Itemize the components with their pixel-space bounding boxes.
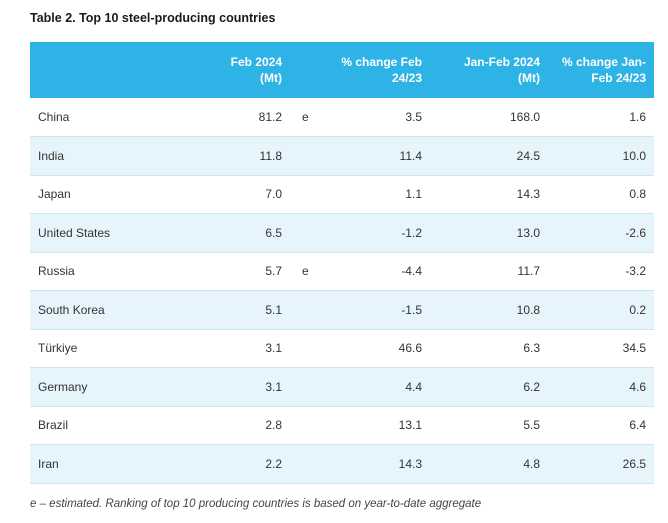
cell-change-jan-feb: 10.0 (548, 136, 654, 176)
table-footnote: e – estimated. Ranking of top 10 produci… (30, 498, 482, 510)
table-row: Japan 7.0 1.1 14.3 0.8 (30, 175, 654, 214)
table-title: Table 2. Top 10 steel-producing countrie… (30, 11, 276, 25)
cell-change-jan-feb: 0.2 (548, 290, 654, 330)
cell-jan-feb: 6.3 (430, 329, 548, 368)
cell-country: China (30, 98, 180, 137)
cell-feb: 81.2 (180, 98, 290, 137)
cell-flag (290, 406, 330, 445)
cell-jan-feb: 6.2 (430, 367, 548, 407)
cell-feb: 2.2 (180, 444, 290, 484)
header-change-feb: % change Feb 24/23 (330, 42, 430, 98)
cell-change-feb: 4.4 (330, 367, 430, 407)
table-row: India 11.8 11.4 24.5 10.0 (30, 136, 654, 176)
cell-change-feb: -4.4 (330, 252, 430, 291)
cell-change-jan-feb: 4.6 (548, 367, 654, 407)
cell-feb: 3.1 (180, 329, 290, 368)
cell-change-feb: 11.4 (330, 136, 430, 176)
cell-change-jan-feb: 6.4 (548, 406, 654, 445)
cell-country: Russia (30, 252, 180, 291)
cell-country: South Korea (30, 290, 180, 330)
table-row: China 81.2 e 3.5 168.0 1.6 (30, 98, 654, 137)
cell-jan-feb: 14.3 (430, 175, 548, 214)
header-chg-line1: % change Feb (341, 55, 422, 69)
cell-jan-feb: 13.0 (430, 213, 548, 253)
cell-flag: e (290, 98, 330, 137)
cell-feb: 3.1 (180, 367, 290, 407)
cell-change-jan-feb: 34.5 (548, 329, 654, 368)
cell-jan-feb: 24.5 (430, 136, 548, 176)
cell-jan-feb: 11.7 (430, 252, 548, 291)
header-feb-line2: (Mt) (260, 71, 282, 85)
cell-change-feb: 46.6 (330, 329, 430, 368)
cell-country: Germany (30, 367, 180, 407)
cell-country: India (30, 136, 180, 176)
table-row: Iran 2.2 14.3 4.8 26.5 (30, 444, 654, 484)
cell-country: Türkiye (30, 329, 180, 368)
cell-country: Japan (30, 175, 180, 214)
cell-jan-feb: 5.5 (430, 406, 548, 445)
cell-feb: 5.1 (180, 290, 290, 330)
header-country (30, 42, 180, 98)
header-chg2-line2: Feb 24/23 (591, 71, 646, 85)
cell-jan-feb: 10.8 (430, 290, 548, 330)
cell-flag (290, 175, 330, 214)
cell-change-jan-feb: -2.6 (548, 213, 654, 253)
header-feb-line1: Feb 2024 (230, 55, 282, 69)
table-row: Russia 5.7 e -4.4 11.7 -3.2 (30, 252, 654, 291)
cell-change-feb: -1.5 (330, 290, 430, 330)
cell-feb: 6.5 (180, 213, 290, 253)
cell-change-jan-feb: 1.6 (548, 98, 654, 137)
header-chg-line2: 24/23 (391, 71, 422, 85)
cell-change-feb: 1.1 (330, 175, 430, 214)
table-row: Germany 3.1 4.4 6.2 4.6 (30, 367, 654, 407)
header-jan-line2: (Mt) (518, 71, 540, 85)
cell-change-feb: 13.1 (330, 406, 430, 445)
cell-feb: 7.0 (180, 175, 290, 214)
cell-change-jan-feb: 0.8 (548, 175, 654, 214)
cell-change-feb: 14.3 (330, 444, 430, 484)
header-chg2-line1: % change Jan- (561, 55, 646, 69)
cell-jan-feb: 4.8 (430, 444, 548, 484)
cell-country: Brazil (30, 406, 180, 445)
header-flag (290, 42, 330, 98)
cell-change-feb: 3.5 (330, 98, 430, 137)
header-feb-2024: Feb 2024 (Mt) (180, 42, 290, 98)
cell-change-jan-feb: 26.5 (548, 444, 654, 484)
cell-flag (290, 136, 330, 176)
table-row: United States 6.5 -1.2 13.0 -2.6 (30, 213, 654, 253)
cell-flag (290, 329, 330, 368)
cell-change-jan-feb: -3.2 (548, 252, 654, 291)
cell-change-feb: -1.2 (330, 213, 430, 253)
cell-flag (290, 367, 330, 407)
cell-feb: 2.8 (180, 406, 290, 445)
cell-country: United States (30, 213, 180, 253)
table-header-row: Feb 2024 (Mt) % change Feb 24/23 Jan-Feb… (30, 42, 654, 98)
cell-flag (290, 213, 330, 253)
header-change-jan-feb: % change Jan- Feb 24/23 (548, 42, 654, 98)
cell-feb: 5.7 (180, 252, 290, 291)
cell-flag (290, 290, 330, 330)
cell-flag: e (290, 252, 330, 291)
header-jan-feb-2024: Jan-Feb 2024 (Mt) (430, 42, 548, 98)
cell-flag (290, 444, 330, 484)
cell-feb: 11.8 (180, 136, 290, 176)
cell-jan-feb: 168.0 (430, 98, 548, 137)
header-jan-line1: Jan-Feb 2024 (463, 55, 540, 69)
table-row: South Korea 5.1 -1.5 10.8 0.2 (30, 290, 654, 330)
cell-country: Iran (30, 444, 180, 484)
table-row: Brazil 2.8 13.1 5.5 6.4 (30, 406, 654, 445)
steel-production-table: Feb 2024 (Mt) % change Feb 24/23 Jan-Feb… (30, 42, 654, 484)
table-row: Türkiye 3.1 46.6 6.3 34.5 (30, 329, 654, 368)
